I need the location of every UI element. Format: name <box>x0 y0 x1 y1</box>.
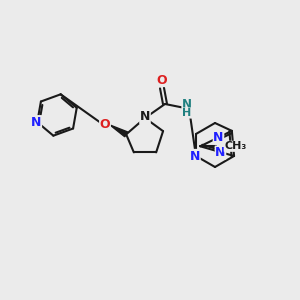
Text: N: N <box>182 98 192 112</box>
Text: CH₃: CH₃ <box>224 141 247 151</box>
Text: N: N <box>215 146 226 159</box>
Text: O: O <box>157 74 167 86</box>
Text: N: N <box>140 110 150 124</box>
Text: N: N <box>31 116 41 129</box>
Text: N: N <box>190 149 200 163</box>
Polygon shape <box>110 125 128 137</box>
Text: O: O <box>100 118 110 131</box>
Text: H: H <box>182 108 192 118</box>
Text: N: N <box>213 131 224 144</box>
